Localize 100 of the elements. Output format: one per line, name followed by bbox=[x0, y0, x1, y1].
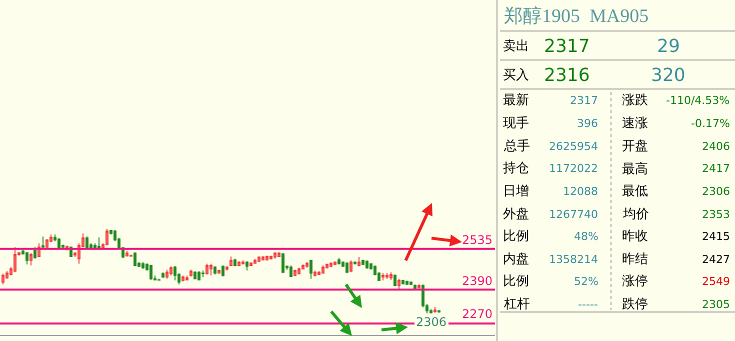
candlestick bbox=[242, 260, 244, 265]
text: 昨结 bbox=[622, 252, 648, 267]
candlestick bbox=[270, 255, 272, 260]
text: ----- bbox=[578, 298, 598, 311]
candlestick bbox=[162, 272, 164, 278]
text: 2427 bbox=[702, 253, 730, 266]
candlestick bbox=[194, 270, 196, 280]
text: 2417 bbox=[702, 162, 730, 175]
candlestick bbox=[294, 269, 296, 277]
ref-line-label: 2270 bbox=[462, 307, 493, 321]
text: 2549 bbox=[702, 275, 730, 288]
candlestick bbox=[322, 264, 324, 274]
text: 最低 bbox=[622, 184, 648, 199]
candlestick bbox=[262, 256, 264, 261]
text: 昨收 bbox=[622, 229, 648, 244]
candlestick bbox=[326, 263, 328, 270]
candlestick bbox=[402, 279, 404, 285]
text: 跌停 bbox=[622, 297, 648, 312]
text: 2306 bbox=[702, 185, 730, 198]
text: 320 bbox=[651, 65, 686, 86]
candlestick bbox=[362, 259, 364, 266]
text: 涨停 bbox=[622, 274, 648, 289]
text: 总手 bbox=[503, 139, 530, 154]
text: 2353 bbox=[702, 208, 730, 221]
text: 最新 bbox=[503, 93, 529, 108]
candlestick bbox=[34, 246, 36, 258]
candlestick bbox=[330, 262, 332, 268]
candlestick bbox=[218, 269, 220, 274]
text: 外盘 bbox=[503, 207, 529, 222]
candlestick bbox=[14, 246, 16, 273]
candlestick bbox=[398, 278, 400, 290]
candlestick bbox=[298, 267, 300, 275]
candlestick bbox=[366, 260, 368, 270]
text: 52% bbox=[574, 275, 598, 288]
candlestick bbox=[350, 260, 352, 273]
candlestick bbox=[186, 275, 188, 281]
candlestick bbox=[170, 266, 172, 276]
text: 郑醇1905 MA905 bbox=[504, 6, 649, 27]
candlestick bbox=[130, 254, 132, 258]
candlestick bbox=[202, 270, 204, 278]
text: 杠杆 bbox=[503, 297, 530, 312]
candlestick bbox=[230, 256, 232, 267]
candlestick bbox=[290, 264, 292, 278]
text: -0.17% bbox=[691, 117, 730, 130]
candlestick bbox=[238, 260, 240, 267]
text: 最高 bbox=[622, 161, 648, 177]
candlestick bbox=[182, 275, 184, 282]
candlestick bbox=[410, 282, 412, 286]
candlestick bbox=[222, 264, 224, 277]
candlestick bbox=[438, 310, 440, 314]
text: 速涨 bbox=[622, 116, 648, 131]
text: 2316 bbox=[544, 65, 590, 86]
text: -110/4.53% bbox=[666, 94, 730, 107]
text: 2415 bbox=[702, 230, 730, 243]
text: 12088 bbox=[563, 185, 598, 198]
candlestick bbox=[210, 263, 212, 276]
text: 比例 bbox=[503, 274, 529, 289]
candlestick bbox=[394, 274, 396, 287]
text: 1267740 bbox=[549, 208, 598, 221]
text: 2625954 bbox=[549, 140, 598, 153]
candlestick bbox=[190, 269, 192, 277]
candlestick bbox=[86, 236, 88, 250]
candlestick bbox=[266, 255, 268, 261]
text: 2317 bbox=[544, 36, 590, 57]
candlestick bbox=[310, 259, 312, 280]
candlestick bbox=[98, 236, 100, 250]
candlestick bbox=[150, 264, 152, 280]
candlestick bbox=[338, 257, 340, 265]
text: 2406 bbox=[702, 140, 730, 153]
candlestick bbox=[250, 262, 252, 267]
annotation: 2306 bbox=[416, 315, 447, 329]
candlestick bbox=[42, 236, 44, 250]
candlestick bbox=[166, 269, 168, 280]
candlestick bbox=[254, 258, 256, 264]
candlestick bbox=[198, 270, 200, 281]
candlestick bbox=[234, 258, 236, 267]
candlestick bbox=[46, 238, 48, 249]
text: 日增 bbox=[503, 184, 529, 199]
candlestick bbox=[246, 260, 248, 272]
text: 现手 bbox=[503, 116, 529, 131]
candlestick bbox=[214, 266, 216, 275]
text: 持仓 bbox=[503, 161, 529, 176]
candlestick bbox=[126, 250, 128, 257]
candlestick bbox=[434, 306, 436, 314]
candlestick bbox=[306, 262, 308, 268]
candlestick bbox=[206, 263, 208, 275]
candlestick bbox=[282, 252, 284, 274]
candlestick bbox=[390, 272, 392, 280]
candlestick bbox=[142, 262, 144, 270]
candlestick bbox=[354, 261, 356, 265]
text: 买入 bbox=[503, 68, 529, 83]
candlestick bbox=[358, 256, 360, 267]
candlestick bbox=[314, 270, 316, 277]
text: 均价 bbox=[622, 207, 649, 222]
candlestick bbox=[346, 262, 348, 274]
text: 内盘 bbox=[503, 252, 529, 267]
text: 比例 bbox=[503, 229, 529, 244]
ref-line-label: 2390 bbox=[462, 274, 493, 288]
candlestick bbox=[334, 261, 336, 266]
candlestick bbox=[26, 252, 28, 265]
